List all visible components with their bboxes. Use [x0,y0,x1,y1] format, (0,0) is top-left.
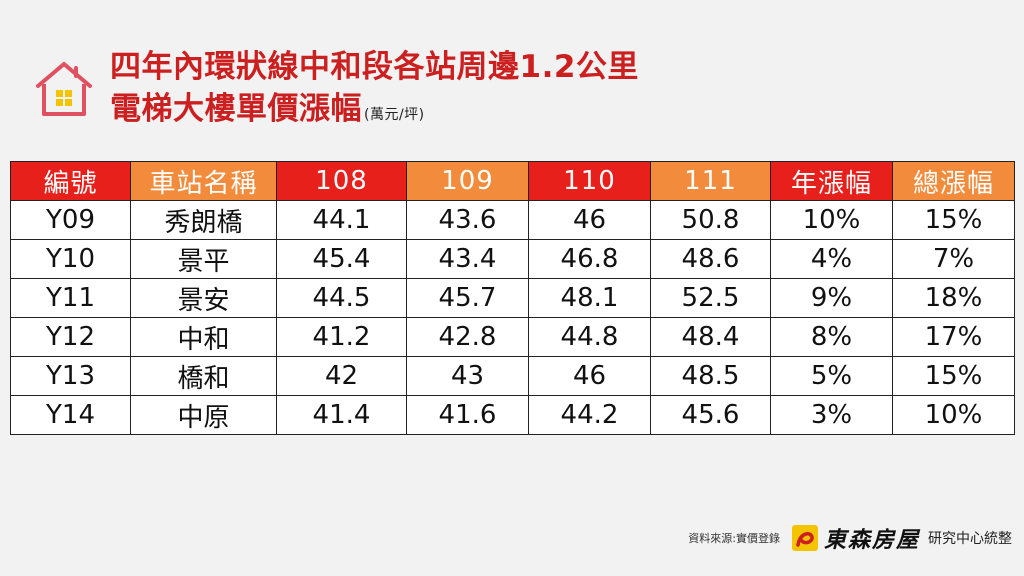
table-cell: 中和 [130,317,277,357]
table-cell: Y14 [10,395,131,435]
table-cell: 52.5 [650,278,771,318]
header-cell: 車站名稱 [130,161,277,201]
header-cell: 108 [276,161,407,201]
table-cell: 45.7 [406,278,529,318]
table-cell: 44.5 [276,278,407,318]
table-header-row: 編號 車站名稱 108 109 110 111 年漲幅 總漲幅 [10,161,1015,201]
table-cell: Y09 [10,200,131,240]
table-cell: 41.4 [276,395,407,435]
table-cell: 45.4 [276,239,407,279]
table-cell: 10% [770,200,893,240]
table-cell: 7% [892,239,1015,279]
table-cell: 4% [770,239,893,279]
table-cell: 景平 [130,239,277,279]
table-cell: 景安 [130,278,277,318]
table-cell: Y12 [10,317,131,357]
header-cell: 110 [528,161,651,201]
table-cell: 48.1 [528,278,651,318]
table-cell: 中原 [130,395,277,435]
department: 研究中心統整 [928,531,1012,547]
table-cell: 46.8 [528,239,651,279]
table-cell: 42.8 [406,317,529,357]
data-source: 資料來源:實價登錄 [688,532,780,545]
table-cell: 48.4 [650,317,771,357]
table-cell: 8% [770,317,893,357]
title-line-2: 電梯大樓單價漲幅 (萬元/坪) [110,88,639,136]
table-cell: 3% [770,395,893,435]
table-cell: 17% [892,317,1015,357]
table-cell: 44.1 [276,200,407,240]
table-cell: 50.8 [650,200,771,240]
title-line-2-text: 電梯大樓單價漲幅 [110,91,362,127]
table-cell: 46 [528,356,651,396]
table-cell: 43.4 [406,239,529,279]
house-icon [36,62,92,116]
table-cell: Y10 [10,239,131,279]
table-cell: 43.6 [406,200,529,240]
table-row: Y09 秀朗橋 44.1 43.6 46 50.8 10% 15% [10,200,1015,240]
title-line-1: 四年內環狀線中和段各站周邊1.2公里 [110,49,639,85]
table-cell: 9% [770,278,893,318]
table-row: Y14 中原 41.4 41.6 44.2 45.6 3% 10% [10,395,1015,435]
header-cell: 編號 [10,161,131,201]
table-cell: 秀朗橋 [130,200,277,240]
header-cell: 111 [650,161,771,201]
table-cell: 41.2 [276,317,407,357]
table-row: Y13 橋和 42 43 46 48.5 5% 15% [10,356,1015,396]
table-cell: 44.2 [528,395,651,435]
table-cell: 43 [406,356,529,396]
table-row: Y11 景安 44.5 45.7 48.1 52.5 9% 18% [10,278,1015,318]
header-cell: 總漲幅 [892,161,1015,201]
header-cell: 109 [406,161,529,201]
table-row: Y12 中和 41.2 42.8 44.8 48.4 8% 17% [10,317,1015,357]
table-cell: 15% [892,356,1015,396]
table-cell: 48.5 [650,356,771,396]
header-cell: 年漲幅 [770,161,893,201]
table-row: Y10 景平 45.4 43.4 46.8 48.6 4% 7% [10,239,1015,279]
table-cell: 45.6 [650,395,771,435]
table-cell: 48.6 [650,239,771,279]
table-cell: 5% [770,356,893,396]
footer: 資料來源:實價登錄 東森房屋 研究中心統整 [688,522,1012,554]
title-unit: (萬元/坪) [364,107,425,123]
table-cell: Y11 [10,278,131,318]
brand-logo-icon [791,525,818,551]
table-cell: 46 [528,200,651,240]
page-title: 四年內環狀線中和段各站周邊1.2公里 電梯大樓單價漲幅 (萬元/坪) [110,46,639,136]
table-cell: 18% [892,278,1015,318]
table-cell: 44.8 [528,317,651,357]
table-cell: 41.6 [406,395,529,435]
brand-name: 東森房屋 [823,527,920,553]
table-cell: 42 [276,356,407,396]
table-cell: Y13 [10,356,131,396]
price-table: 編號 車站名稱 108 109 110 111 年漲幅 總漲幅 Y09 秀朗橋 44… [10,161,1015,435]
table-cell: 橋和 [130,356,277,396]
table-cell: 10% [892,395,1015,435]
table-cell: 15% [892,200,1015,240]
